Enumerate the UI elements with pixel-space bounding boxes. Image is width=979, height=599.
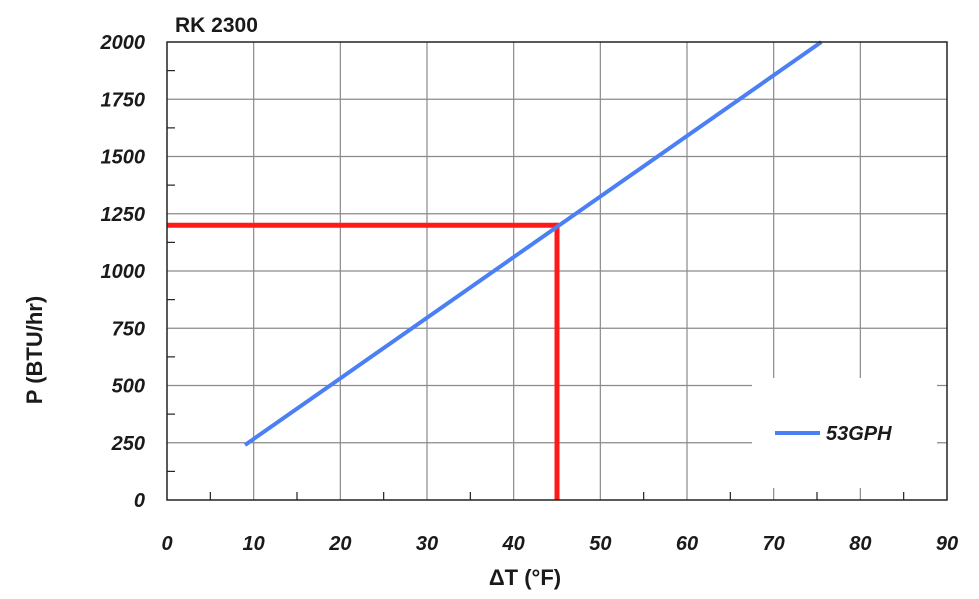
- y-tick-label: 2000: [100, 32, 146, 54]
- x-tick-label: 50: [589, 533, 611, 555]
- x-axis-tick-labels: 0 10 20 30 40 50 60 70 80 90: [161, 533, 958, 555]
- x-tick-label: 70: [763, 533, 785, 555]
- legend-label: 53GPH: [826, 423, 892, 445]
- y-tick-label: 750: [112, 318, 145, 340]
- minor-ticks: [167, 70, 905, 500]
- y-tick-label: 0: [134, 490, 145, 512]
- x-tick-label: 30: [416, 533, 438, 555]
- series-lines: [243, 40, 823, 447]
- x-tick-label: 0: [161, 533, 172, 555]
- y-axis-tick-labels: 0 250 500 750 1000 1250 1500 1750 2000: [100, 32, 146, 512]
- x-tick-label: 60: [676, 533, 698, 555]
- y-tick-label: 500: [112, 376, 145, 398]
- x-axis-title: ΔT (°F): [489, 565, 561, 590]
- y-axis-title: P (BTU/hr): [22, 296, 47, 404]
- x-tick-label: 90: [936, 533, 958, 555]
- chart-title: RK 2300: [175, 14, 258, 37]
- x-tick-label: 40: [502, 533, 525, 555]
- crosshair-annotation: [167, 222, 560, 500]
- y-tick-label: 1500: [101, 147, 146, 169]
- y-tick-label: 1250: [101, 204, 146, 226]
- y-tick-label: 1000: [101, 261, 146, 283]
- series-line-53GPH: [243, 40, 823, 447]
- x-tick-label: 80: [849, 533, 871, 555]
- y-tick-label: 250: [111, 433, 145, 455]
- x-tick-label: 10: [243, 533, 265, 555]
- legend: 53GPH: [752, 378, 937, 488]
- x-tick-label: 20: [328, 533, 351, 555]
- plot-frame: [166, 41, 948, 501]
- y-tick-label: 1750: [101, 89, 146, 111]
